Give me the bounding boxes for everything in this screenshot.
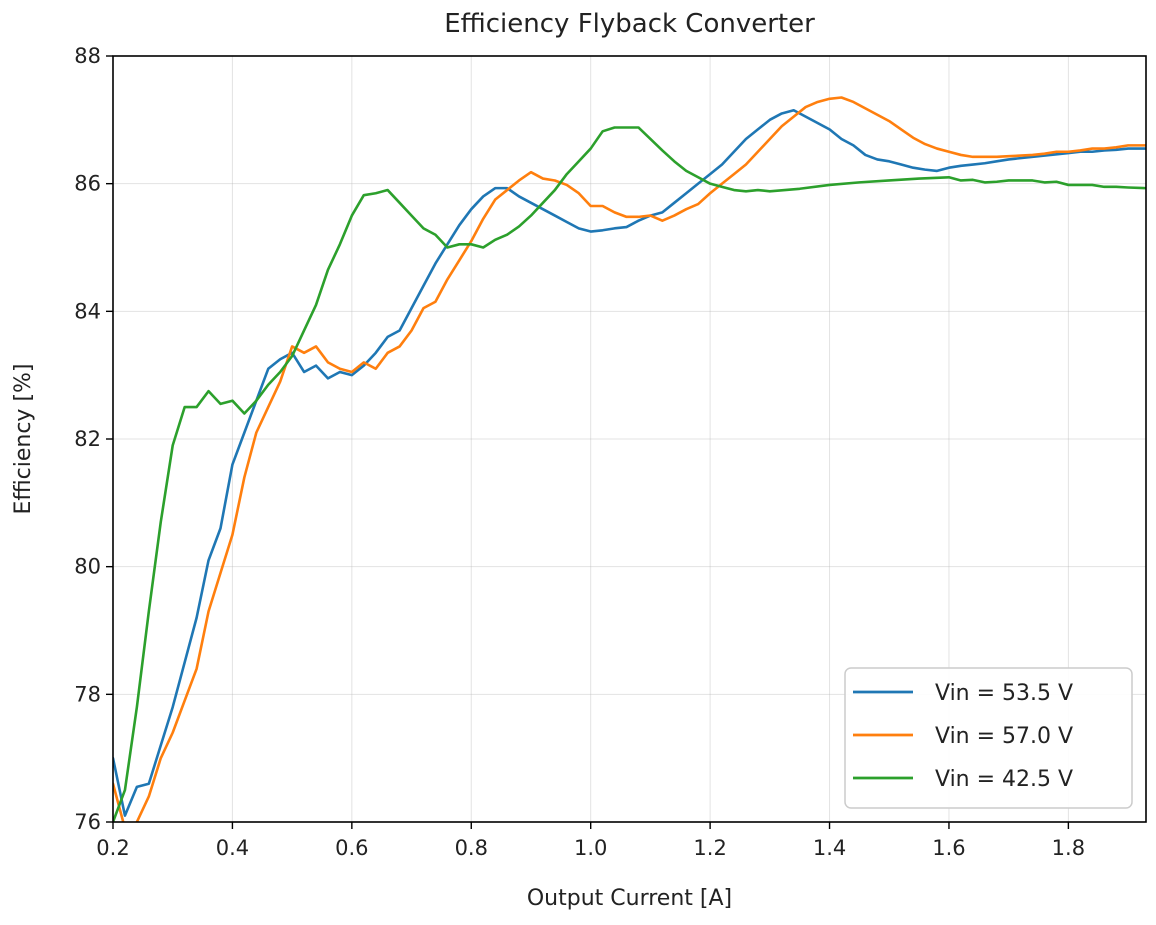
x-tick-label: 0.2 [96, 836, 129, 860]
legend-label-1: Vin = 53.5 V [935, 681, 1073, 706]
x-tick-label: 1.6 [932, 836, 965, 860]
x-tick-label: 0.6 [335, 836, 368, 860]
y-axis-title: Efficiency [%] [11, 363, 36, 514]
y-tick-label: 88 [74, 44, 101, 68]
y-tick-label: 78 [74, 682, 101, 706]
legend-label-3: Vin = 42.5 V [935, 767, 1073, 792]
y-tick-label: 82 [74, 427, 101, 451]
y-tick-label: 80 [74, 555, 101, 579]
x-tick-label: 1.4 [813, 836, 846, 860]
x-tick-label: 1.2 [693, 836, 726, 860]
series-layer [113, 96, 1146, 822]
chart-title: Efficiency Flyback Converter [444, 9, 815, 39]
x-tick-label: 0.8 [455, 836, 488, 860]
legend-box [844, 667, 1133, 809]
y-tick-label: 76 [74, 810, 101, 834]
x-tick-label: 0.4 [216, 836, 249, 860]
series-line-3 [113, 126, 1146, 822]
series-line-2 [113, 96, 1146, 822]
legend-label-2: Vin = 57.0 V [935, 724, 1073, 749]
x-tick-label: 1.0 [574, 836, 607, 860]
x-tick-label: 1.8 [1052, 836, 1085, 860]
series-line-1 [113, 108, 1146, 817]
axis-ticks: 0.2 0.4 0.6 0.8 1.0 1.2 1.4 1.6 1.8 76 78 80 82 84 86 8… [74, 44, 1085, 860]
x-axis-title: Output Current [A] [527, 886, 732, 911]
legend: Vin = 53.5 V Vin = 57.0 V Vin = 42.5 V [844, 667, 1133, 809]
y-tick-label: 84 [74, 299, 101, 323]
y-tick-label: 86 [74, 172, 101, 196]
